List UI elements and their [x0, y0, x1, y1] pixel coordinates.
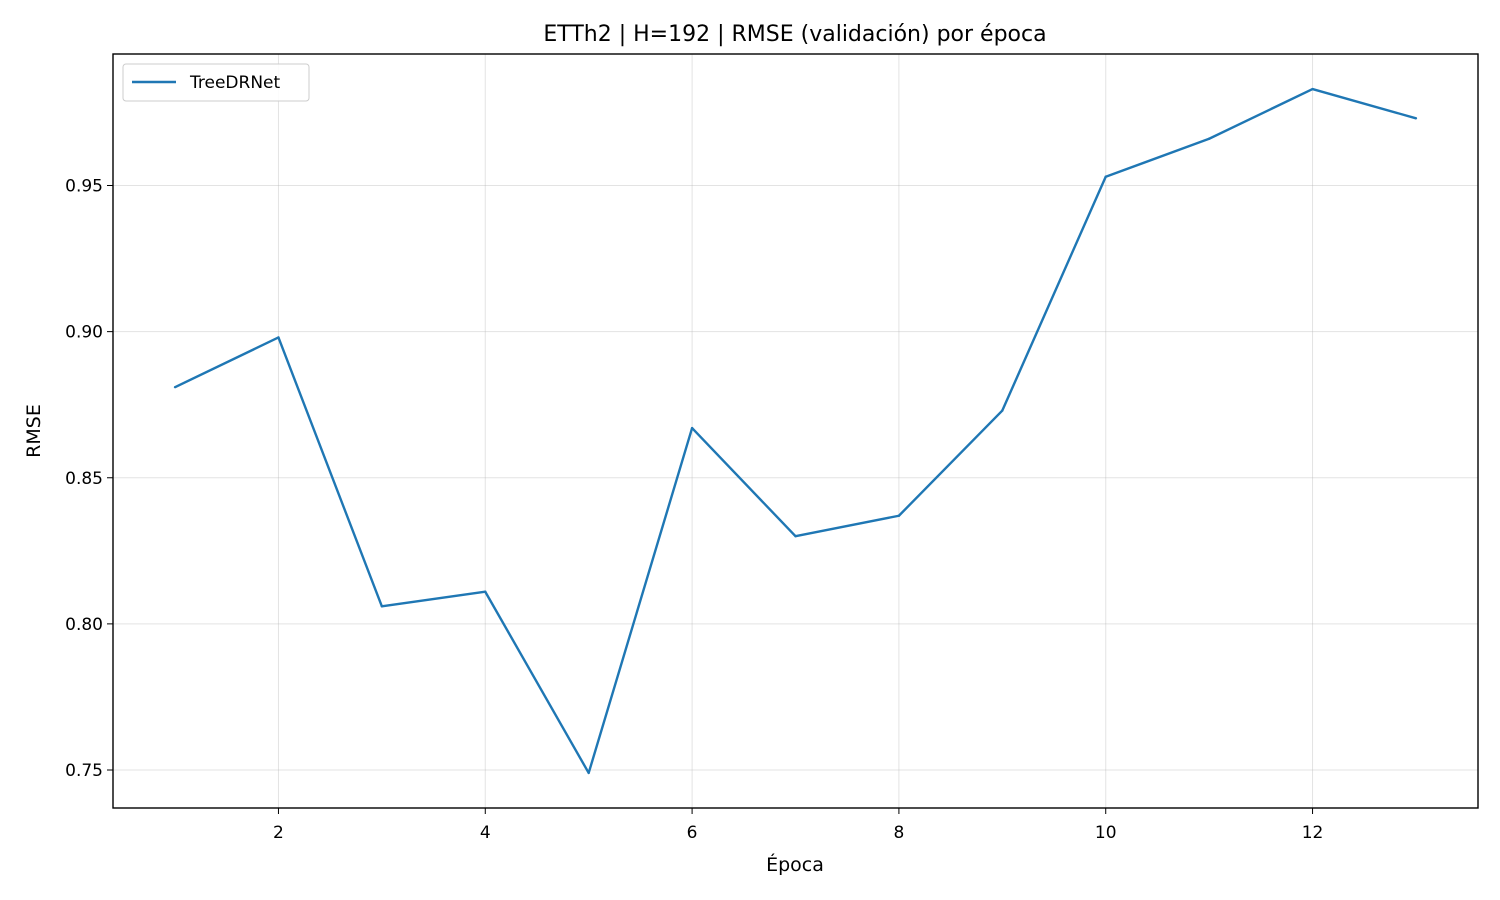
x-tick-label: 4 — [480, 823, 491, 843]
y-tick-label: 0.95 — [65, 177, 103, 197]
x-tick-label: 8 — [893, 823, 904, 843]
data-point — [380, 605, 384, 608]
y-axis-ticks: 0.75 0.80 0.85 0.90 0.95 — [65, 177, 113, 781]
data-point — [897, 514, 901, 517]
data-point — [1414, 117, 1418, 120]
y-tick-label: 0.75 — [65, 761, 103, 781]
x-axis-ticks: 2 4 6 8 10 12 — [273, 808, 1323, 843]
x-tick-label: 10 — [1095, 823, 1117, 843]
y-axis-label: RMSE — [23, 404, 45, 458]
legend-box — [122, 63, 310, 102]
data-point — [690, 426, 694, 430]
x-tick-label: 12 — [1302, 823, 1324, 843]
data-point — [1001, 409, 1004, 412]
data-point — [1311, 87, 1314, 91]
y-tick-label: 0.80 — [65, 615, 103, 635]
x-tick-label: 2 — [273, 823, 284, 843]
data-point — [1207, 137, 1211, 140]
data-point — [1104, 175, 1107, 178]
data-point — [484, 590, 487, 593]
y-tick-label: 0.85 — [65, 469, 103, 489]
legend: TreeDRNet — [122, 63, 310, 102]
x-tick-label: 6 — [687, 823, 698, 843]
series-layer — [173, 87, 1418, 775]
data-point — [173, 385, 177, 389]
data-point — [794, 535, 797, 538]
data-point — [587, 771, 590, 775]
legend-label: TreeDRNet — [189, 73, 280, 93]
grid — [113, 54, 1478, 808]
chart-title: ETTh2 | H=192 | RMSE (validación) por ép… — [543, 22, 1046, 47]
y-tick-label: 0.90 — [65, 323, 103, 343]
data-point — [277, 336, 280, 339]
x-axis-label: Época — [766, 853, 824, 876]
plot-frame — [112, 53, 1479, 809]
